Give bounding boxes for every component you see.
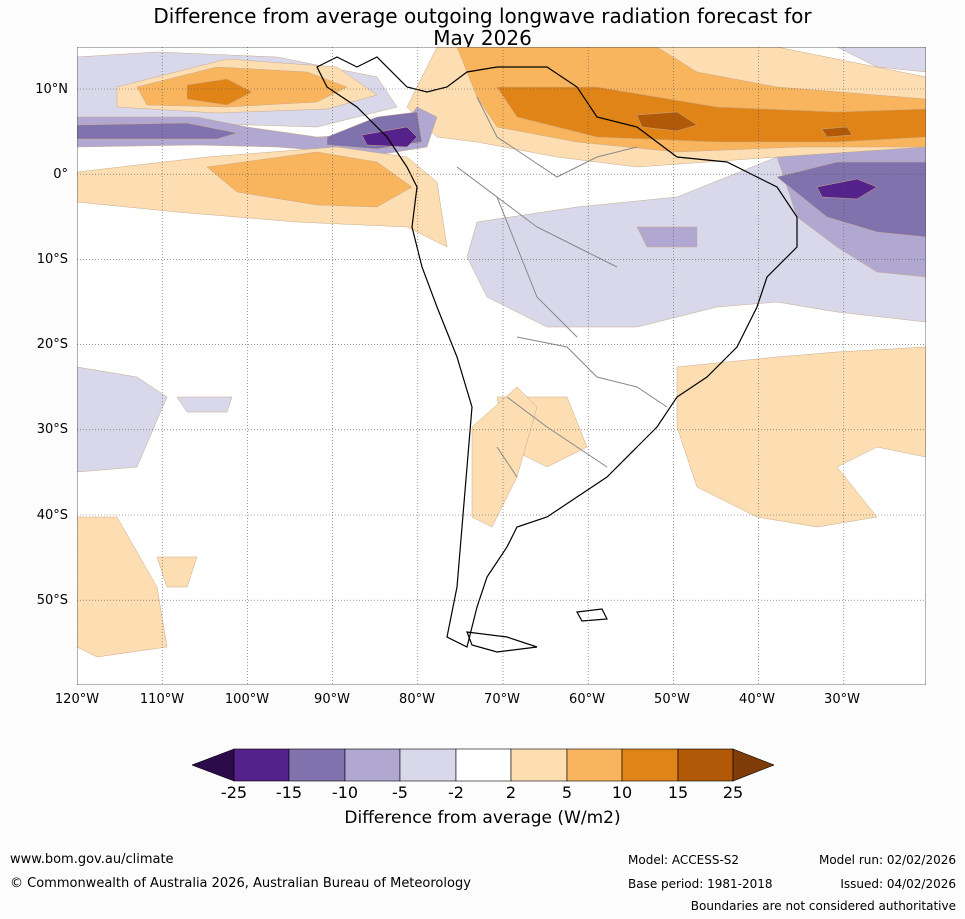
band-mid-purple-atlantic [776, 161, 926, 238]
lat-label-0: 0° [53, 167, 68, 182]
band-orange-equator [206, 151, 413, 208]
lon-label-60w: 60°W [569, 692, 605, 707]
anomaly-fields [77, 47, 926, 658]
footer-issued: Issued: 04/02/2026 [840, 877, 956, 891]
footer-copyright: © Commonwealth of Australia 2026, Austra… [10, 876, 471, 891]
colorbar-tick-7: 5 [561, 783, 573, 802]
footer-model-run: Model run: 02/02/2026 [818, 853, 956, 867]
colorbar-tick-3: -10 [331, 783, 359, 802]
colorbar-tick-4: -5 [392, 783, 408, 802]
lat-label-20s: 20°S [36, 337, 68, 352]
lon-label-110w: 110°W [139, 692, 185, 707]
lon-label-40w: 40°W [739, 692, 775, 707]
colorbar-tick-9: 15 [667, 783, 689, 802]
coastlines [316, 56, 798, 653]
map-title-line2: May 2026 [433, 26, 532, 50]
colorbar-swatch-5 [455, 748, 512, 782]
colorbar-swatch-8 [621, 748, 679, 782]
footer-disclaimer: Boundaries are not considered authoritat… [690, 899, 956, 913]
lon-label-90w: 90°W [314, 692, 350, 707]
south-america-coastline [316, 56, 798, 648]
lat-label-50s: 50°S [36, 593, 68, 608]
colorbar-swatch-9 [677, 748, 734, 782]
band-mid-purple-north [77, 111, 423, 150]
band-deep-purple-atlantic [816, 178, 878, 200]
lat-label-10s: 10°S [36, 252, 68, 267]
band-dark-orange-north [186, 78, 926, 143]
colorbar-tick-10: 25 [722, 783, 744, 802]
colorbar-extend-min [192, 748, 235, 782]
colorbar-swatch-4 [399, 748, 457, 782]
falklands [576, 608, 608, 622]
lon-label-50w: 50°W [654, 692, 690, 707]
country-boundaries [456, 96, 668, 478]
lat-label-40s: 40°S [36, 508, 68, 523]
colorbar-tick-5: -2 [448, 783, 464, 802]
colorbar-tick-1: -25 [220, 783, 248, 802]
boundaries-south [496, 336, 668, 478]
lat-label-30s: 30°S [36, 422, 68, 437]
footer-base-period: Base period: 1981-2018 [628, 877, 773, 891]
band-brown-north [636, 111, 853, 138]
colorbar [192, 748, 774, 782]
graticule [77, 47, 926, 685]
footer-website[interactable]: www.bom.gov.au/climate [10, 852, 174, 867]
colorbar-tick-8: 10 [611, 783, 633, 802]
colorbar-tick-6: 2 [505, 783, 517, 802]
lon-label-70w: 70°W [484, 692, 520, 707]
lon-label-30w: 30°W [824, 692, 860, 707]
band-lavender-south-pacific [77, 366, 233, 473]
lat-label-10n: 10°N [35, 82, 68, 97]
colorbar-swatch-3 [344, 748, 401, 782]
map-title-line1: Difference from average outgoing longwav… [153, 4, 812, 28]
lon-label-100w: 100°W [224, 692, 270, 707]
colorbar-tick-2: -15 [275, 783, 303, 802]
colorbar-swatch-7 [566, 748, 623, 782]
band-deep-purple-north [361, 126, 418, 148]
lon-label-120w: 120°W [54, 692, 100, 707]
colorbar-swatch-2 [288, 748, 346, 782]
colorbar-extend-max [732, 748, 774, 782]
anomaly-map [77, 47, 926, 685]
tierra-del-fuego [466, 631, 538, 653]
colorbar-swatch-6 [510, 748, 568, 782]
band-light-orange-south-atlantic [77, 346, 926, 658]
footer-model: Model: ACCESS-S2 [628, 853, 740, 867]
colorbar-title: Difference from average (W/m2) [344, 808, 621, 828]
boundaries-north [456, 96, 638, 338]
lon-label-80w: 80°W [399, 692, 435, 707]
colorbar-swatch-1 [233, 748, 290, 782]
